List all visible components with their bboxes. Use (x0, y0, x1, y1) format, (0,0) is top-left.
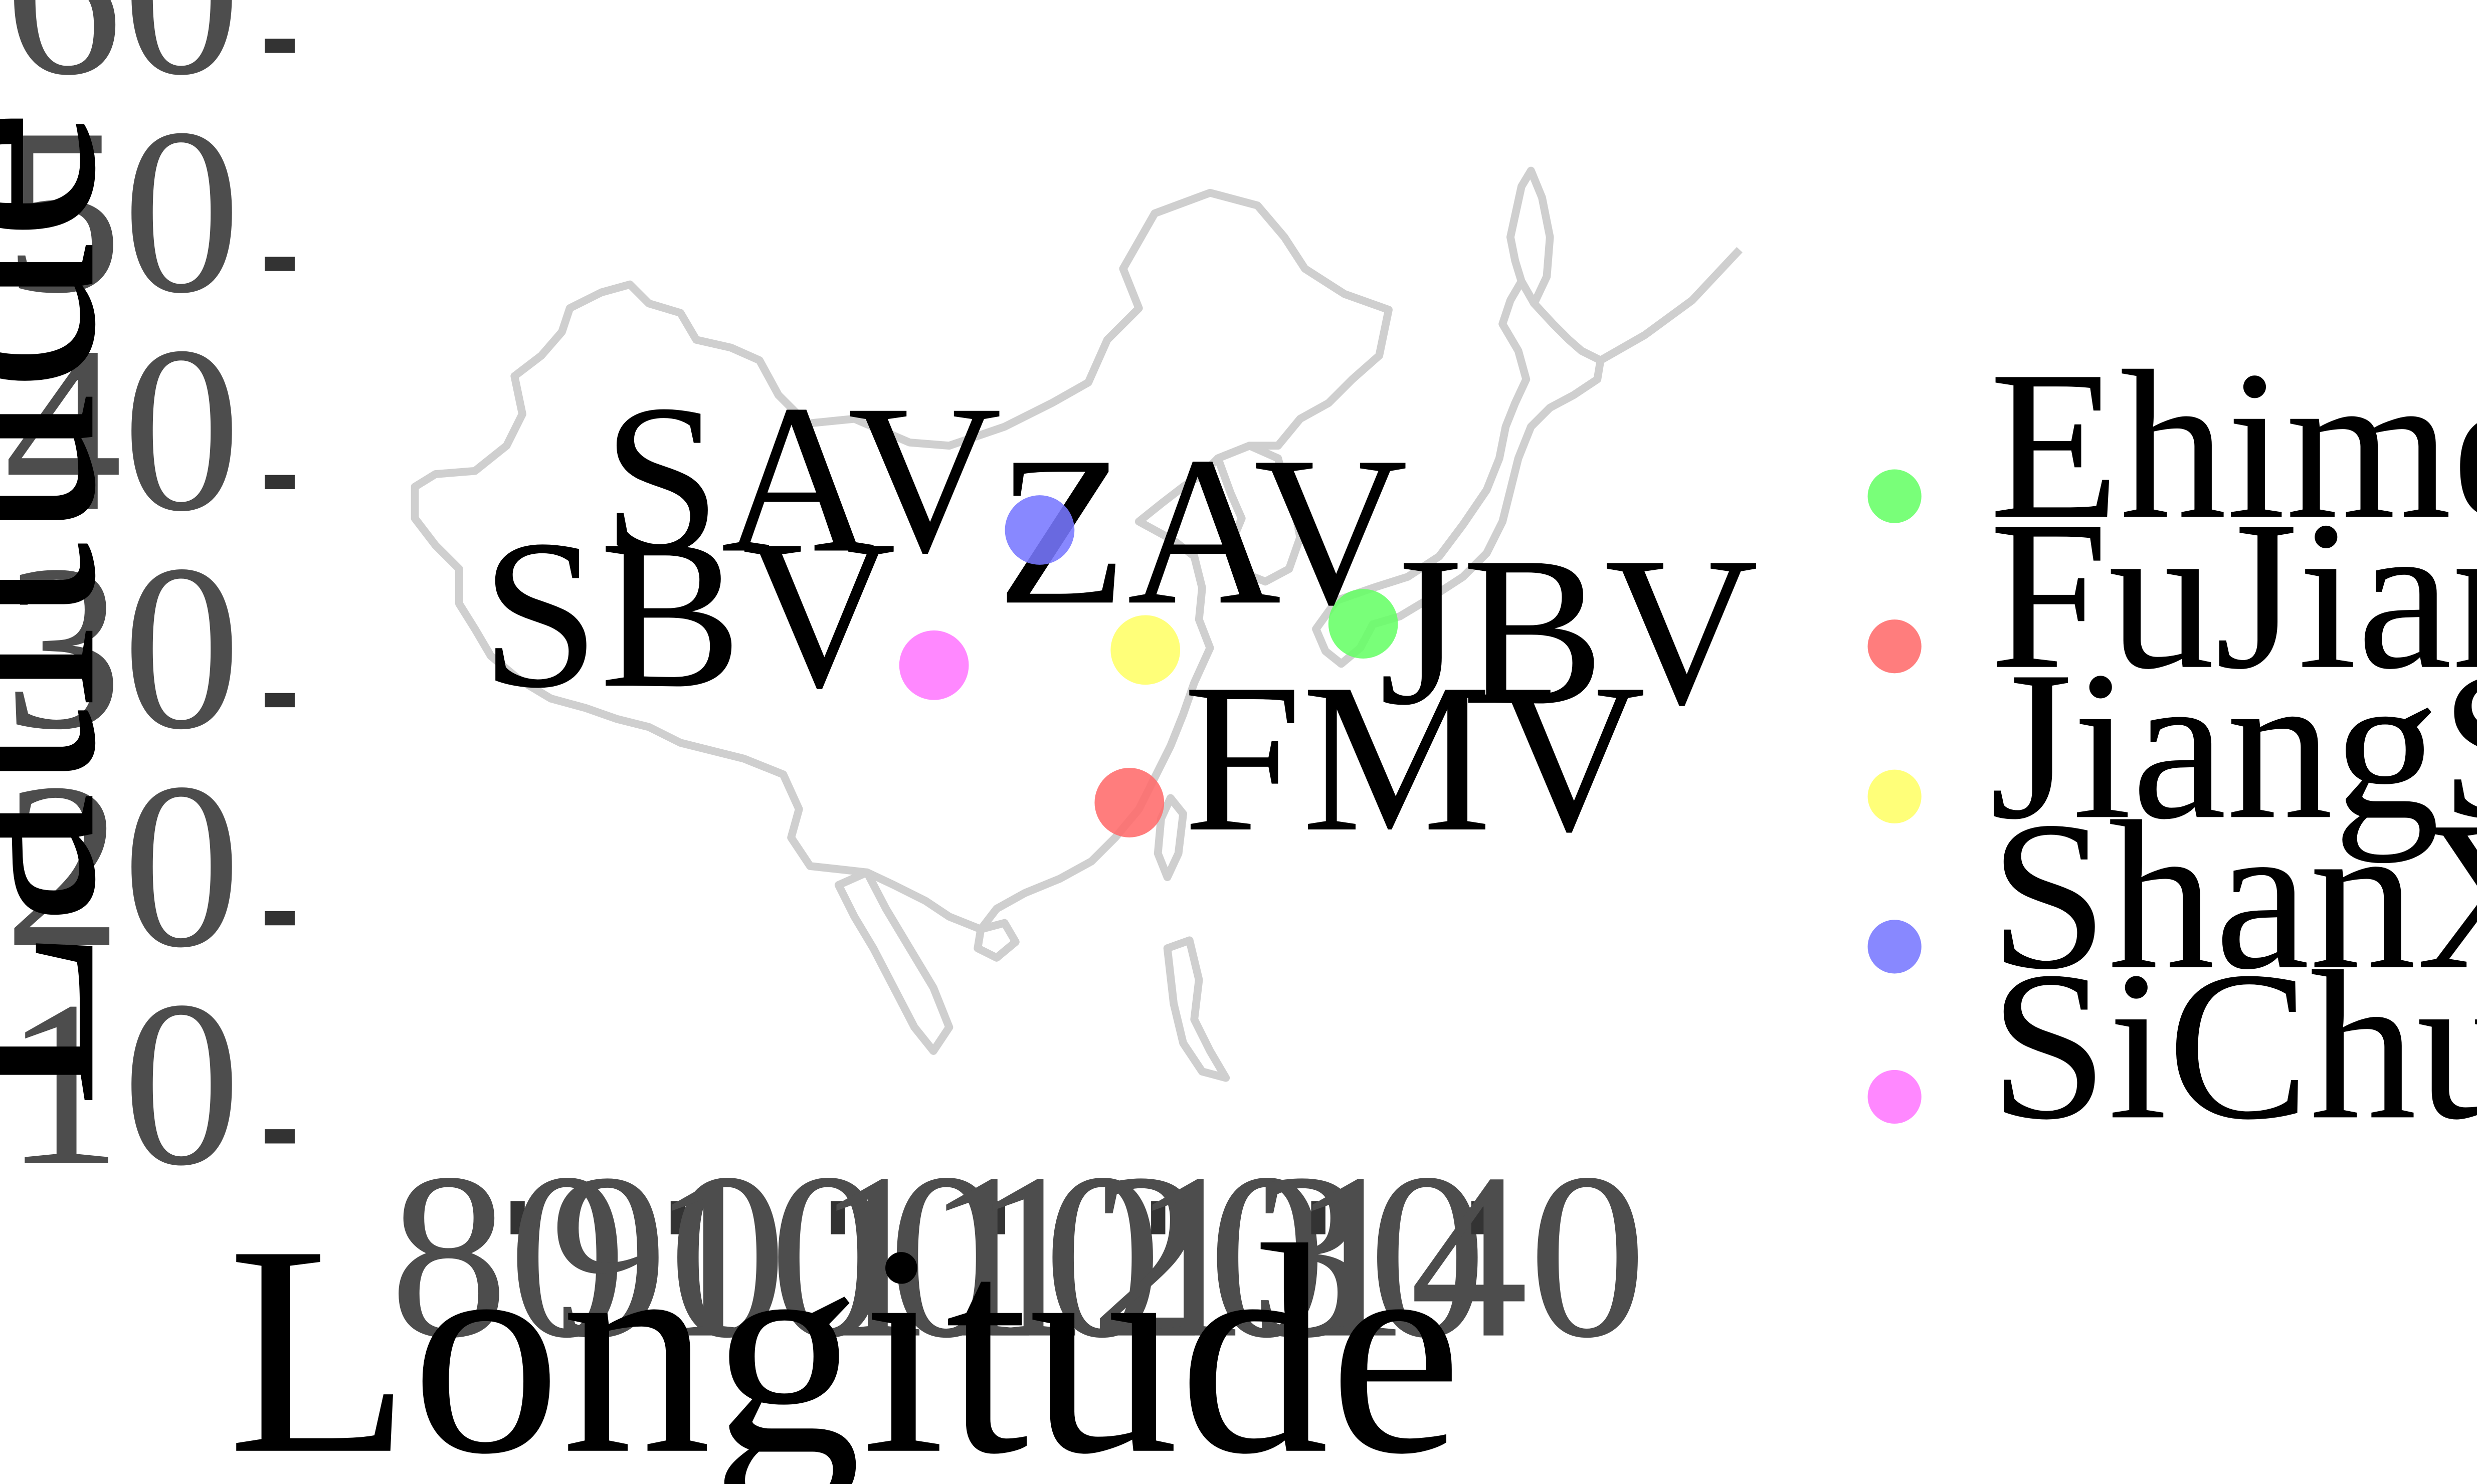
x-tick-label: 80 (390, 1125, 627, 1387)
x-tick-label: 110 (815, 1125, 1162, 1387)
indochina-outline (834, 868, 954, 1055)
y-tick-label: 20 (4, 735, 241, 997)
y-tick-label: 30 (4, 517, 241, 779)
hainan-outline (974, 919, 1020, 962)
y-axis-title: Latitude (0, 108, 157, 1109)
china-outline (411, 188, 1393, 934)
japan-outline (1312, 277, 1605, 668)
x-tick-label: 100 (651, 1125, 1007, 1387)
point-fmv (1094, 768, 1165, 837)
taiwan-outline (1154, 794, 1188, 881)
korea-outline (1214, 442, 1304, 586)
x-tick-label: 90 (550, 1125, 787, 1387)
y-tick-label: 40 (4, 298, 241, 560)
legend-key (1867, 920, 1922, 974)
legend-key (1867, 1070, 1922, 1124)
point-zav (1110, 615, 1181, 685)
x-tick-label: 140 (1291, 1125, 1647, 1387)
legend-label: JiangSu (China) (1989, 627, 2477, 864)
point-label-fmv: FMV (1183, 640, 1646, 876)
x-axis-title: Longitude (228, 1183, 1462, 1484)
legend-label: Ehime (Japan) (1989, 327, 2477, 563)
legend-key (1867, 769, 1922, 823)
legend: Ehime (Japan)FuJian (China)JiangSu (Chin… (1867, 327, 2477, 1164)
country-outlines (411, 166, 1743, 1082)
y-tick-label: 60 (4, 0, 241, 124)
legend-label: SiChuan (China) (1989, 928, 2477, 1164)
legend-label: ShanXi (China) (1989, 778, 2477, 1014)
x-tick-label: 120 (971, 1125, 1327, 1387)
legend-key (1867, 469, 1922, 523)
sakhalin-islands-outline (1598, 247, 1743, 364)
legend-key (1867, 619, 1922, 674)
x-tick-label: 130 (1131, 1125, 1487, 1387)
y-tick-label: 50 (4, 80, 241, 342)
point-jbv (1328, 589, 1398, 659)
hokkaido-outline (1506, 166, 1554, 308)
point-label-sav: SAV (603, 361, 1002, 597)
y-tick-label: 10 (4, 953, 241, 1215)
point-sbv (899, 630, 969, 700)
philippines-outline (1163, 936, 1230, 1082)
point-label-sbv: SBV (481, 496, 896, 732)
point-sav (1005, 495, 1075, 565)
y-axis: 605040302010 (4, 0, 295, 1215)
point-label-jbv: JBV (1379, 513, 1759, 749)
legend-label: FuJian (China) (1989, 478, 2477, 714)
